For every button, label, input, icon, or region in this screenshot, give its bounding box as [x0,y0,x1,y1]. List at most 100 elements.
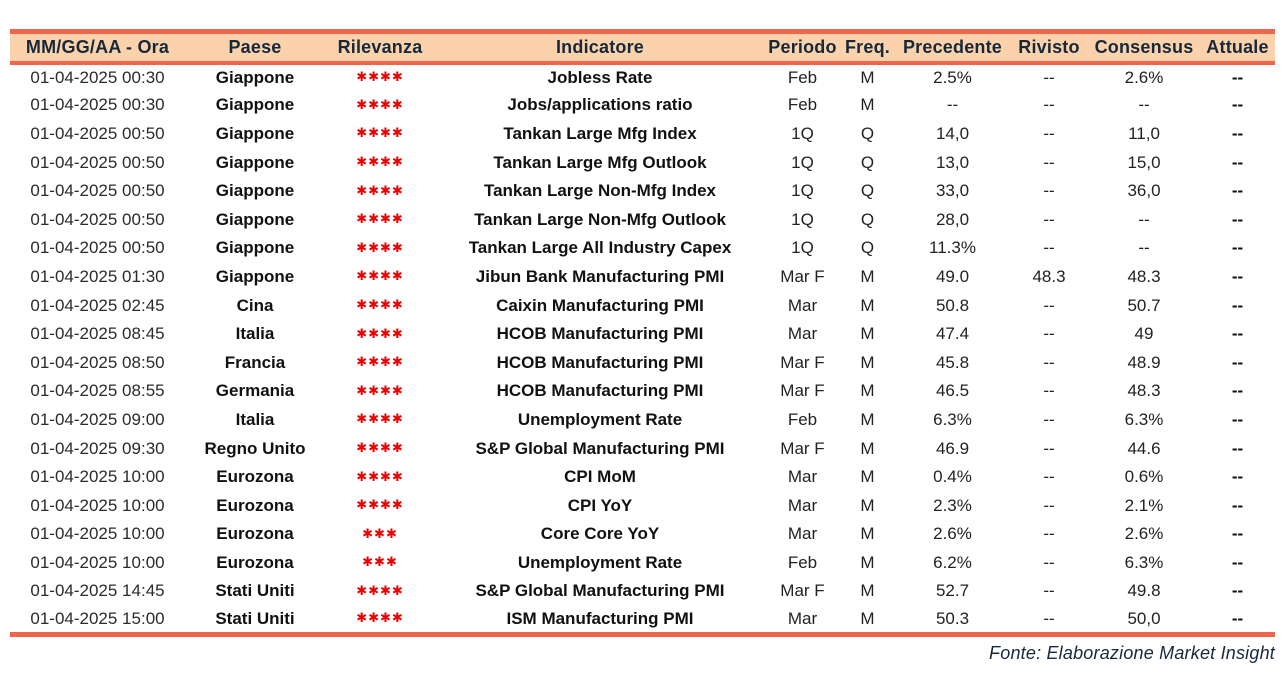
cell-country: Giappone [215,95,295,115]
cell-revised: -- [1043,209,1055,229]
cell-previous: 2.3% [933,495,972,515]
cell-datetime: 01-04-2025 10:00 [30,552,165,572]
cell-previous: 46.9 [935,438,970,458]
cell-relevance-stars: ✱✱✱✱ [356,383,404,399]
table-body: 01-04-2025 00:30 Giappone ✱✱✱✱ Jobless R… [10,62,1275,635]
table-row: 01-04-2025 10:00 Eurozona ✱✱✱ Core Core … [10,520,1275,549]
column-header-freq: Freq. [840,31,895,65]
cell-previous: 11.3% [929,238,976,258]
cell-indicator: ISM Manufacturing PMI [506,608,694,628]
cell-consensus: 0.6% [1124,467,1164,487]
cell-indicator: CPI MoM [564,467,636,487]
cell-previous: 50.8 [935,295,970,315]
table-row: 01-04-2025 14:45 Stati Uniti ✱✱✱✱ S&P Gl… [10,577,1275,606]
cell-datetime: 01-04-2025 01:30 [30,266,165,286]
cell-datetime: 01-04-2025 10:00 [30,495,165,515]
cell-consensus: 48.3 [1127,266,1161,286]
column-header-revised: Rivisto [1010,31,1088,65]
cell-datetime: 01-04-2025 02:45 [30,295,165,315]
cell-revised: -- [1043,295,1055,315]
source-attribution: Fonte: Elaborazione Market Insight [989,643,1275,663]
cell-previous: 2.5% [933,67,972,87]
cell-country: Giappone [215,67,295,87]
cell-period: Feb [787,552,818,572]
cell-period: Mar [787,495,818,515]
cell-frequency: M [860,495,875,515]
cell-country: Eurozona [216,467,294,487]
table-header: MM/GG/AA - Ora Paese Rilevanza Indicator… [10,31,1275,65]
table-row: 01-04-2025 00:50 Giappone ✱✱✱✱ Tankan La… [10,148,1275,177]
cell-previous: 13,0 [935,152,970,172]
table-row: 01-04-2025 10:00 Eurozona ✱✱✱ Unemployme… [10,548,1275,578]
table-row: 01-04-2025 00:50 Giappone ✱✱✱✱ Tankan La… [10,234,1275,263]
cell-revised: -- [1043,152,1055,172]
cell-previous: 49.0 [935,266,970,286]
cell-period: 1Q [791,209,814,229]
cell-frequency: M [860,581,875,601]
cell-relevance-stars: ✱✱✱✱ [356,298,404,314]
cell-period: 1Q [791,181,814,201]
cell-actual: -- [1231,524,1244,544]
cell-country: Eurozona [216,552,294,572]
cell-consensus: 36,0 [1127,181,1161,201]
cell-previous: 28,0 [935,209,970,229]
cell-relevance-stars: ✱✱✱✱ [356,498,404,514]
cell-previous: 6.2% [933,552,972,572]
cell-country: Eurozona [216,524,294,544]
cell-indicator: Tankan Large Non-Mfg Outlook [474,209,726,229]
cell-indicator: S&P Global Manufacturing PMI [475,581,725,601]
cell-period: Mar F [780,381,825,401]
cell-previous: 14,0 [935,123,970,143]
cell-frequency: M [860,67,875,87]
cell-period: Mar [787,608,818,628]
cell-frequency: Q [860,123,875,143]
cell-actual: -- [1231,95,1244,115]
cell-country: Giappone [215,209,295,229]
cell-revised: -- [1043,67,1055,87]
cell-indicator: Tankan Large All Industry Capex [468,238,732,258]
cell-indicator: Unemployment Rate [517,409,683,429]
cell-datetime: 01-04-2025 08:45 [30,324,165,344]
table-row: 01-04-2025 00:50 Giappone ✱✱✱✱ Tankan La… [10,176,1275,206]
cell-indicator: Jobs/applications ratio [507,95,693,115]
cell-revised: -- [1043,381,1055,401]
cell-indicator: Tankan Large Mfg Index [503,123,697,143]
cell-relevance-stars: ✱✱✱✱ [356,155,404,171]
cell-frequency: M [860,608,875,628]
cell-country: Giappone [215,123,295,143]
cell-frequency: Q [860,152,875,172]
cell-previous: 52.7 [935,581,970,601]
cell-indicator: S&P Global Manufacturing PMI [475,438,725,458]
cell-country: Eurozona [216,495,294,515]
column-header-period: Periodo [765,31,840,65]
cell-period: Mar F [780,581,825,601]
cell-consensus: 11,0 [1128,123,1160,143]
column-header-datetime: MM/GG/AA - Ora [10,31,185,65]
cell-relevance-stars: ✱✱✱✱ [356,126,404,142]
cell-previous: 2.6% [933,524,972,544]
cell-relevance-stars: ✱✱✱✱ [356,469,404,485]
cell-period: Feb [787,95,818,115]
cell-consensus: 49 [1134,324,1154,344]
cell-indicator: HCOB Manufacturing PMI [496,381,704,401]
cell-consensus: 2.1% [1124,495,1164,515]
cell-indicator: Unemployment Rate [517,552,683,572]
cell-datetime: 01-04-2025 10:00 [30,467,165,487]
column-header-previous: Precedente [895,31,1010,65]
cell-indicator: HCOB Manufacturing PMI [496,324,704,344]
cell-datetime: 01-04-2025 08:50 [30,352,165,372]
cell-frequency: M [860,324,875,344]
cell-actual: -- [1231,295,1244,315]
cell-indicator: Jobless Rate [547,67,653,87]
cell-period: Mar [787,524,818,544]
cell-country: Italia [235,409,275,429]
cell-country: Stati Uniti [215,608,295,628]
cell-actual: -- [1231,352,1244,372]
cell-actual: -- [1231,181,1244,201]
cell-datetime: 01-04-2025 09:30 [30,438,165,458]
column-header-relevance: Rilevanza [325,31,435,65]
table-row: 01-04-2025 10:00 Eurozona ✱✱✱✱ CPI YoY M… [10,491,1275,520]
cell-frequency: Q [860,181,875,201]
cell-relevance-stars: ✱✱✱✱ [356,441,404,457]
cell-previous: -- [946,95,959,115]
